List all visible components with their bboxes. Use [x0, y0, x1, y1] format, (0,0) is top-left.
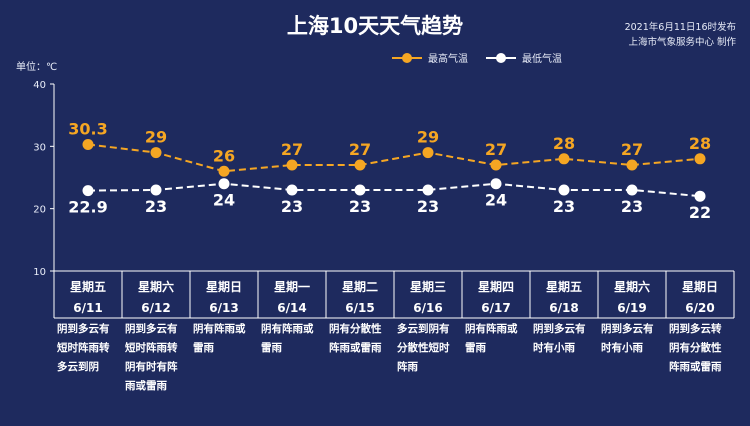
data-point-low — [422, 184, 434, 196]
data-label-low: 23 — [553, 197, 575, 216]
day-weekday: 星期六 — [614, 279, 650, 294]
data-label-high: 26 — [213, 146, 235, 165]
data-label-low: 22 — [689, 203, 711, 222]
legend-marker-high — [392, 52, 422, 63]
data-point-low — [286, 184, 298, 196]
y-tick-label: 40 — [33, 80, 46, 91]
day-date: 6/12 — [141, 301, 170, 315]
day-date: 6/17 — [481, 301, 510, 315]
data-label-low: 23 — [145, 197, 167, 216]
day-weekday: 星期四 — [478, 279, 514, 294]
data-label-high: 27 — [485, 140, 507, 159]
data-point-high — [218, 165, 230, 177]
data-label-low: 24 — [213, 191, 235, 210]
weather-descriptions: 阴到多云有短时阵雨转多云到阴 阴到多云有短时阵雨转阴有时有阵雨或雷雨 阴有阵雨或雷雨… — [54, 320, 734, 396]
data-label-low: 23 — [349, 197, 371, 216]
data-point-high — [82, 138, 94, 150]
weather-description: 阴到多云有时有小雨 — [533, 323, 586, 354]
day-date: 6/15 — [345, 301, 374, 315]
y-tick-label: 20 — [33, 205, 46, 216]
weather-description: 阴有阵雨或雷雨 — [261, 323, 314, 354]
data-point-low — [150, 184, 162, 196]
day-weekday: 星期二 — [342, 279, 378, 294]
y-tick-label: 30 — [33, 142, 46, 153]
publisher: 上海市气象服务中心 制作 — [628, 37, 736, 48]
legend-marker-low — [486, 52, 516, 63]
unit-label: 单位：℃ — [16, 62, 58, 73]
data-label-high: 29 — [145, 128, 167, 147]
data-label-high: 28 — [553, 134, 575, 153]
weather-description: 阴有阵雨或雷雨 — [193, 323, 246, 354]
data-label-high: 30.3 — [68, 119, 107, 138]
data-label-high: 27 — [281, 140, 303, 159]
legend: 最高气温 最低气温 — [392, 50, 580, 65]
data-point-high — [626, 159, 638, 171]
day-weekday: 星期五 — [546, 279, 582, 294]
weather-description: 多云到阴有分散性短时阵雨 — [397, 323, 450, 373]
data-label-low: 23 — [281, 197, 303, 216]
data-label-low: 24 — [485, 191, 507, 210]
data-point-high — [150, 147, 162, 159]
data-point-high — [558, 153, 570, 165]
weather-description: 阴有分散性阵雨或雷雨 — [329, 323, 382, 354]
data-point-low — [558, 184, 570, 196]
publish-time: 2021年6月11日16时发布 — [624, 22, 736, 33]
data-point-high — [694, 153, 706, 165]
data-label-high: 27 — [349, 140, 371, 159]
chart-title: 上海10天天气趋势 — [286, 14, 464, 38]
data-point-low — [490, 178, 502, 190]
data-point-high — [354, 159, 366, 171]
publish-info: 2021年6月11日16时发布 上海市气象服务中心 制作 — [625, 20, 736, 50]
data-point-low — [82, 185, 94, 197]
data-label-low: 23 — [621, 197, 643, 216]
weather-description: 阴到多云有短时阵雨转阴有时有阵雨或雷雨 — [125, 323, 178, 392]
day-weekday: 星期日 — [682, 279, 718, 294]
day-date: 6/19 — [617, 301, 646, 315]
data-label-high: 28 — [689, 134, 711, 153]
series-line-low — [87, 182, 701, 198]
day-weekday: 星期日 — [206, 279, 242, 294]
day-date: 6/11 — [73, 301, 102, 315]
day-weekday: 星期六 — [138, 279, 174, 294]
weather-description: 阴到多云转阴有分散性阵雨或雷雨 — [669, 323, 722, 373]
weather-description: 阴到多云有短时阵雨转多云到阴 — [57, 323, 110, 373]
day-date: 6/20 — [685, 301, 714, 315]
weather-description: 阴到多云有时有小雨 — [601, 323, 654, 354]
day-date: 6/18 — [549, 301, 578, 315]
data-label-low: 23 — [417, 197, 439, 216]
data-point-high — [490, 159, 502, 171]
day-weekday: 星期三 — [410, 279, 446, 294]
weather-description: 阴有阵雨或雷雨 — [465, 323, 518, 354]
day-weekday: 星期五 — [70, 279, 106, 294]
data-label-high: 29 — [417, 128, 439, 147]
day-date: 6/13 — [209, 301, 238, 315]
legend-label-low: 最低气温 — [522, 54, 562, 65]
day-date: 6/14 — [277, 301, 306, 315]
data-point-low — [354, 184, 366, 196]
data-label-low: 22.9 — [68, 198, 107, 217]
y-tick-label: 10 — [33, 267, 46, 278]
series-line-high — [87, 143, 701, 173]
legend-item-high: 最高气温 — [392, 50, 468, 65]
day-date: 6/16 — [413, 301, 442, 315]
legend-label-high: 最高气温 — [428, 54, 468, 65]
data-label-high: 27 — [621, 140, 643, 159]
day-weekday: 星期一 — [274, 279, 310, 294]
data-point-low — [626, 184, 638, 196]
data-point-high — [286, 159, 298, 171]
data-point-high — [422, 147, 434, 159]
legend-item-low: 最低气温 — [486, 50, 562, 65]
data-point-low — [218, 178, 230, 190]
data-point-low — [694, 190, 706, 202]
